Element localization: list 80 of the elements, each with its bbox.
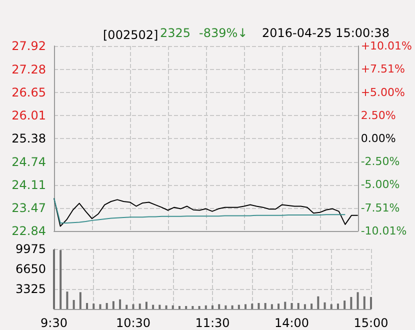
- bar: [244, 304, 247, 309]
- bar: [317, 296, 320, 309]
- bar: [86, 302, 88, 309]
- bar: [185, 306, 188, 309]
- bar: [356, 292, 359, 309]
- bar: [238, 304, 240, 309]
- bar: [336, 304, 339, 309]
- bar: [106, 302, 108, 309]
- chart-title: [002502]: [103, 28, 158, 42]
- bar: [204, 305, 207, 309]
- y-tick-label: 9975: [15, 242, 46, 256]
- bar: [218, 304, 220, 309]
- y-tick-label: 27.28: [12, 62, 46, 76]
- bar: [310, 304, 313, 309]
- x-tick-label: 15:00: [354, 316, 388, 330]
- bar: [264, 302, 266, 309]
- bar: [251, 304, 254, 309]
- bar: [165, 305, 168, 309]
- x-tick-label: 11:30: [195, 316, 230, 330]
- line-series: [54, 198, 346, 224]
- bar: [258, 302, 260, 309]
- bar: [79, 292, 82, 309]
- bar: [270, 304, 273, 309]
- bar: [119, 299, 122, 309]
- y-tick-label: 6650: [15, 262, 46, 276]
- y-tick-label: 25.38: [12, 132, 46, 146]
- text: -839%↓: [199, 26, 248, 40]
- y-tick-label: 26.65: [12, 85, 46, 100]
- y-tick-label: 23.47: [12, 201, 46, 216]
- bar: [99, 304, 102, 309]
- bar: [145, 302, 148, 309]
- bar: [284, 302, 286, 309]
- y-tick-label: 3325: [15, 282, 46, 296]
- y-tick-label: 27.92: [12, 39, 46, 53]
- bar: [370, 296, 372, 309]
- text: 2325: [160, 26, 191, 40]
- bar: [198, 306, 200, 309]
- bar: [126, 304, 128, 309]
- bar: [297, 302, 300, 309]
- bar: [350, 296, 352, 309]
- y2-tick-label: -5.00%: [360, 178, 400, 192]
- y2-tick-label: 0.00%: [360, 132, 396, 145]
- y2-tick-label: -2.50%: [360, 155, 400, 168]
- x-tick-label: 9:30: [40, 316, 68, 330]
- bar: [60, 250, 62, 309]
- bar: [158, 304, 161, 309]
- y2-tick-label: +5.00%: [360, 86, 406, 99]
- bar: [72, 300, 75, 309]
- x-tick-label: 10:30: [116, 316, 151, 330]
- bar: [152, 304, 154, 309]
- bar: [66, 292, 68, 309]
- bar: [290, 302, 293, 309]
- bar: [304, 304, 306, 309]
- y2-tick-label: +7.51%: [360, 62, 406, 76]
- y-tick-label: 22.84: [12, 224, 46, 238]
- y-tick-label: 24.74: [12, 154, 46, 169]
- x-tick-label: 14:00: [274, 316, 310, 330]
- bar: [363, 296, 366, 309]
- bar: [330, 304, 332, 309]
- bar: [172, 305, 174, 309]
- text: 2016-04-25 15:00:38: [262, 26, 390, 40]
- line-series: [54, 198, 358, 227]
- bar: [192, 306, 194, 309]
- bar: [278, 304, 280, 309]
- bar: [92, 304, 95, 309]
- bar: [344, 300, 346, 309]
- bar: [212, 305, 214, 309]
- bar: [112, 301, 114, 309]
- y2-tick-label: -7.51%: [360, 201, 400, 214]
- y-tick-label: 24.11: [12, 178, 46, 192]
- bar: [178, 306, 180, 309]
- y2-tick-label: +10.01%: [360, 40, 412, 52]
- bar: [224, 305, 227, 309]
- y2-tick-label: 2.50%: [360, 108, 396, 122]
- bar: [231, 305, 234, 309]
- bar: [132, 304, 134, 309]
- bar: [138, 304, 141, 309]
- y-tick-label: 26.01: [12, 108, 46, 123]
- bar: [324, 302, 326, 309]
- y2-tick-label: -10.01%: [360, 224, 407, 238]
